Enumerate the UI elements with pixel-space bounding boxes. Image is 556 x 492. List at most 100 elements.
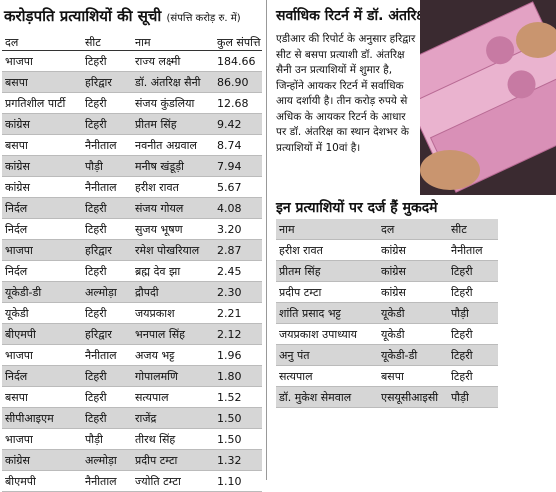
header-row: नाम दल सीट: [276, 219, 498, 240]
side-title: सर्वाधिक रिटर्न में डॉ. अंतरिक्ष: [276, 8, 427, 24]
table-row: कांग्रेस नैनीताल हरीश रावत 5.67: [2, 176, 262, 198]
table-cell: 3.20: [214, 218, 262, 240]
table-cell: डॉ. अंतरिक्ष सैनी: [132, 71, 214, 93]
table-cell: 1.32: [214, 449, 262, 471]
table-cell: टिहरी: [448, 281, 498, 303]
money-photo: [420, 0, 556, 195]
table-row: डॉ. मुकेश सेमवाल एसयूसीआइसी पौड़ी: [276, 386, 498, 408]
table-row: बीएमपी नैनीताल ज्योति टम्टा 1.10: [2, 470, 262, 492]
table-cell: बसपा: [378, 365, 448, 387]
table-cell: भनपाल सिंह: [132, 323, 214, 345]
wealth-table: दल सीट नाम कुल संपत्ति भाजपा टिहरी राज्य लक्ष…: [2, 34, 262, 492]
table-cell: राज्य लक्ष्मी: [132, 50, 214, 72]
table-cell: 4.08: [214, 197, 262, 219]
table-cell: यूकेडी-डी: [2, 281, 82, 303]
table-cell: ब्रह्म देव झा: [132, 260, 214, 282]
table-row: कांग्रेस अल्मोड़ा प्रदीप टम्टा 1.32: [2, 449, 262, 471]
table-cell: 9.42: [214, 113, 262, 135]
table-cell: सत्यपाल: [276, 365, 378, 387]
column-header: दल: [2, 34, 82, 51]
table-cell: नैनीताल: [82, 344, 132, 366]
table-cell: टिहरी: [448, 323, 498, 345]
table-cell: 1.96: [214, 344, 262, 366]
table-row: हरीश रावत कांग्रेस नैनीताल: [276, 239, 498, 261]
table-cell: हरिद्वार: [82, 323, 132, 345]
table-cell: मनीष खंडूड़ी: [132, 155, 214, 177]
table-row: निर्दल टिहरी ब्रह्म देव झा 2.45: [2, 260, 262, 282]
table-cell: सत्यपाल: [132, 386, 214, 408]
table-row: सीपीआइएम टिहरी राजेंद्र 1.50: [2, 407, 262, 429]
table-row: बसपा टिहरी सत्यपाल 1.52: [2, 386, 262, 408]
column-header: कुल संपत्ति: [214, 34, 262, 51]
table-cell: नैनीताल: [82, 134, 132, 156]
table-row: बसपा नैनीताल नवनीत अग्रवाल 8.74: [2, 134, 262, 156]
table-cell: नैनीताल: [82, 470, 132, 492]
table-cell: बसपा: [2, 386, 82, 408]
cases-title: इन प्रत्याशियों पर दर्ज हैं मुकदमे: [276, 200, 438, 216]
table-row: बसपा हरिद्वार डॉ. अंतरिक्ष सैनी 86.90: [2, 71, 262, 93]
table-row: भाजपा पौड़ी तीरथ सिंह 1.50: [2, 428, 262, 450]
table-cell: टिहरी: [82, 260, 132, 282]
table-cell: डॉ. मुकेश सेमवाल: [276, 386, 378, 408]
table-cell: प्रीतम सिंह: [132, 113, 214, 135]
table-cell: 1.52: [214, 386, 262, 408]
table-row: निर्दल टिहरी गोपालमणि 1.80: [2, 365, 262, 387]
table-row: अनु पंत यूकेडी-डी टिहरी: [276, 344, 498, 366]
table-cell: 2.45: [214, 260, 262, 282]
table-cell: शांति प्रसाद भट्ट: [276, 302, 378, 324]
table-cell: 2.21: [214, 302, 262, 324]
table-cell: निर्दल: [2, 365, 82, 387]
table-cell: अल्मोड़ा: [82, 281, 132, 303]
table-cell: भाजपा: [2, 428, 82, 450]
column-header: सीट: [82, 34, 132, 51]
table-cell: 86.90: [214, 71, 262, 93]
table-cell: टिहरी: [82, 365, 132, 387]
table-cell: टिहरी: [82, 50, 132, 72]
table-cell: 1.80: [214, 365, 262, 387]
table-cell: राजेंद्र: [132, 407, 214, 429]
table-row: भाजपा हरिद्वार रमेश पोखरियाल 2.87: [2, 239, 262, 261]
table-row: बीएमपी हरिद्वार भनपाल सिंह 2.12: [2, 323, 262, 345]
table-cell: हरीश रावत: [132, 176, 214, 198]
table-cell: हरिद्वार: [82, 239, 132, 261]
table-row: यूकेडी-डी अल्मोड़ा द्रौपदी 2.30: [2, 281, 262, 303]
table-cell: 2.87: [214, 239, 262, 261]
table-row: प्रदीप टम्टा कांग्रेस टिहरी: [276, 281, 498, 303]
table-cell: अल्मोड़ा: [82, 449, 132, 471]
table-cell: कांग्रेस: [378, 239, 448, 261]
table-cell: टिहरी: [82, 113, 132, 135]
table-cell: कांग्रेस: [2, 176, 82, 198]
table-cell: जयप्रकाश उपाध्याय: [276, 323, 378, 345]
table-row: शांति प्रसाद भट्ट यूकेडी पौड़ी: [276, 302, 498, 324]
table-cell: टिहरी: [82, 197, 132, 219]
table-cell: 5.67: [214, 176, 262, 198]
table-cell: बीएमपी: [2, 470, 82, 492]
table-cell: पौड़ी: [448, 386, 498, 408]
table-row: निर्दल टिहरी संजय गोयल 4.08: [2, 197, 262, 219]
table-cell: निर्दल: [2, 260, 82, 282]
table-cell: टिहरी: [82, 302, 132, 324]
table-cell: निर्दल: [2, 197, 82, 219]
column-header: दल: [378, 219, 448, 240]
column-divider: [266, 0, 267, 480]
table-cell: प्रदीप टम्टा: [132, 449, 214, 471]
table-cell: द्रौपदी: [132, 281, 214, 303]
table-cell: सुजय भूषण: [132, 218, 214, 240]
table-cell: 1.50: [214, 407, 262, 429]
header-row: दल सीट नाम कुल संपत्ति: [2, 34, 262, 51]
table-row: निर्दल टिहरी सुजय भूषण 3.20: [2, 218, 262, 240]
table-row: प्रगतिशील पार्टी टिहरी संजय कुंडलिया 12.68: [2, 92, 262, 114]
table-row: प्रीतम सिंह कांग्रेस टिहरी: [276, 260, 498, 282]
table-row: यूकेडी टिहरी जयप्रकाश 2.21: [2, 302, 262, 324]
table-cell: भाजपा: [2, 50, 82, 72]
table-cell: कांग्रेस: [2, 155, 82, 177]
table-cell: हरीश रावत: [276, 239, 378, 261]
table-cell: एसयूसीआइसी: [378, 386, 448, 408]
table-cell: 12.68: [214, 92, 262, 114]
table-cell: कांग्रेस: [2, 113, 82, 135]
table-cell: निर्दल: [2, 218, 82, 240]
table-cell: टिहरी: [82, 218, 132, 240]
table-cell: यूकेडी-डी: [378, 344, 448, 366]
table-cell: संजय कुंडलिया: [132, 92, 214, 114]
table-row: जयप्रकाश उपाध्याय यूकेडी टिहरी: [276, 323, 498, 345]
